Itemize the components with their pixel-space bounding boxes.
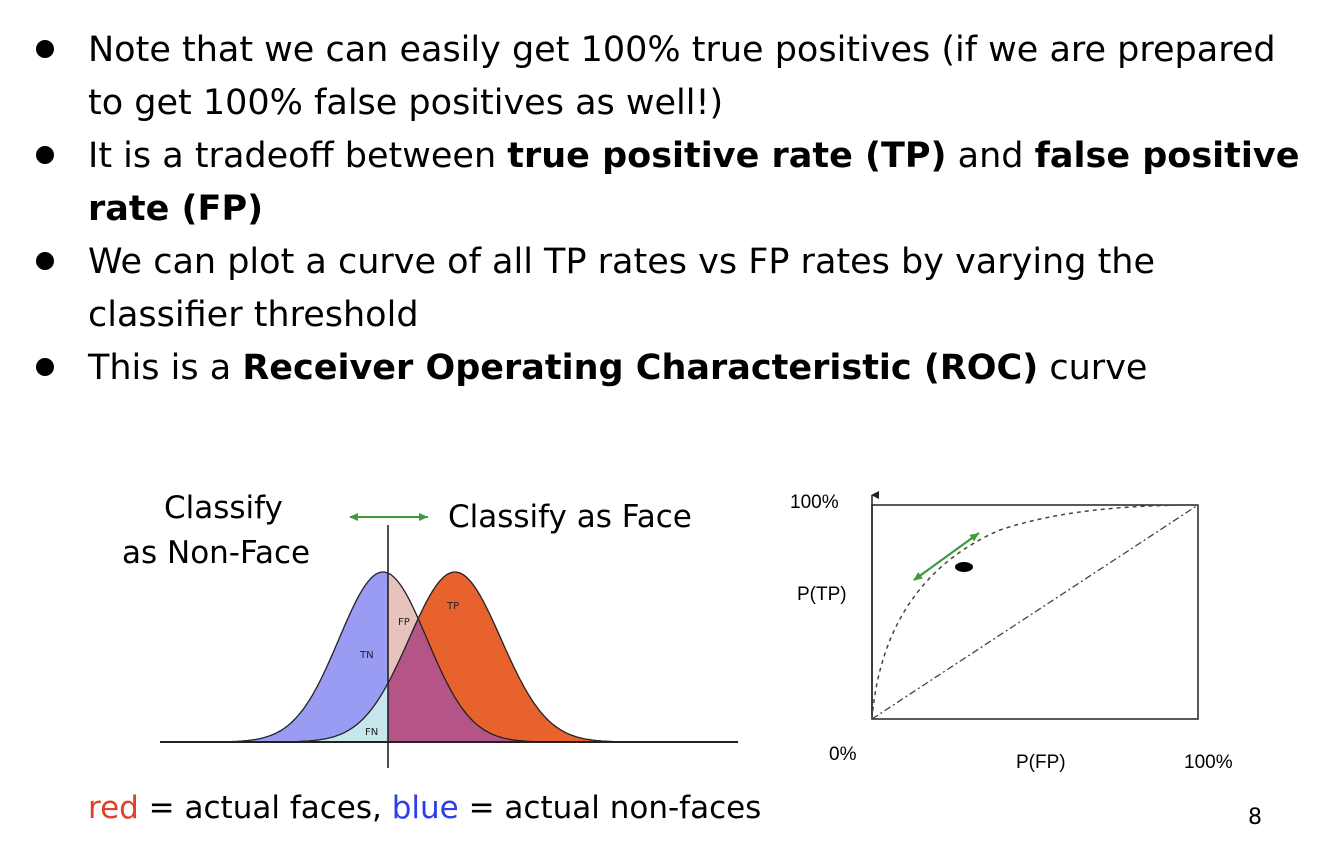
roc-plot-area [871, 504, 1199, 720]
tp-label: TP [446, 601, 459, 612]
bullet-dot-icon [36, 146, 54, 164]
bullet-text: We can plot a curve of all TP rates vs F… [88, 242, 1156, 335]
bullet-text: curve [1038, 348, 1148, 388]
bullet-text: Note that we can easily get 100% true po… [88, 30, 1276, 123]
classify-nonface-label-line1: Classify [164, 490, 283, 526]
roc-curve [871, 504, 1199, 720]
bullet-text: and [946, 136, 1035, 176]
bullet-bold-text: false positive rate (FP) [88, 136, 1300, 229]
nonface-outline [160, 571, 738, 743]
roc-x-axis-label: P(FP) [1016, 752, 1066, 773]
roc-x-right-label: 100% [1184, 752, 1233, 773]
bullet-item: Note that we can easily get 100% true po… [30, 24, 1310, 130]
bullet-bold-text: true positive rate (TP) [507, 136, 947, 176]
bullet-item: It is a tradeoff between true positive r… [30, 130, 1310, 236]
fn-label: FN [365, 727, 378, 738]
false-positive-region [388, 573, 738, 742]
caption: red = actual faces, blue = actual non-fa… [88, 786, 761, 830]
bullet-dot-icon [36, 358, 54, 376]
operating-point [955, 562, 973, 572]
caption-blue-word: blue [391, 790, 459, 826]
bullet-dot-icon [36, 252, 54, 270]
bullet-list: Note that we can easily get 100% true po… [30, 24, 1310, 395]
roc-y-axis-label: P(TP) [797, 584, 847, 605]
bullet-item: This is a Receiver Operating Characteris… [30, 342, 1310, 395]
page-number: 8 [1248, 805, 1262, 830]
roc-chance-diagonal [871, 504, 1199, 720]
bullet-text: It is a tradeoff between [88, 136, 508, 176]
classify-face-label: Classify as Face [448, 499, 692, 535]
bullet-text: This is a [88, 348, 243, 388]
roc-origin-label: 0% [829, 744, 857, 765]
classify-nonface-label-line2: as Non-Face [122, 535, 311, 571]
face-outline [160, 571, 738, 743]
overlap-region [388, 619, 738, 742]
caption-end: = actual non-faces [458, 790, 762, 826]
fp-label: FP [398, 617, 410, 628]
nonface-distribution [160, 572, 738, 742]
face-distribution [160, 572, 738, 742]
bullet-item: We can plot a curve of all TP rates vs F… [30, 236, 1310, 342]
bullet-dot-icon [36, 40, 54, 58]
caption-red-word: red [88, 790, 139, 826]
bullet-bold-text: Receiver Operating Characteristic (ROC) [242, 348, 1039, 388]
false-negative-region [160, 683, 388, 742]
tn-label: TN [359, 650, 374, 661]
caption-middle: = actual faces, [138, 790, 392, 826]
operating-point-arrow [913, 532, 980, 581]
roc-y-top-label: 100% [790, 492, 839, 513]
